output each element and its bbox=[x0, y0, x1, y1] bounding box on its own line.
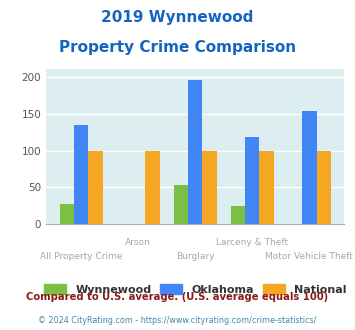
Bar bbox=[188, 80, 202, 224]
Bar bbox=[260, 150, 274, 224]
Bar bbox=[174, 184, 188, 224]
Legend: Wynnewood, Oklahoma, National: Wynnewood, Oklahoma, National bbox=[40, 280, 351, 299]
Bar bbox=[74, 125, 88, 224]
Text: Burglary: Burglary bbox=[176, 252, 214, 261]
Text: All Property Crime: All Property Crime bbox=[40, 252, 122, 261]
Bar bbox=[317, 150, 331, 224]
Text: Property Crime Comparison: Property Crime Comparison bbox=[59, 40, 296, 54]
Bar bbox=[60, 204, 74, 224]
Bar bbox=[302, 112, 317, 224]
Text: Motor Vehicle Theft: Motor Vehicle Theft bbox=[266, 252, 353, 261]
Text: © 2024 CityRating.com - https://www.cityrating.com/crime-statistics/: © 2024 CityRating.com - https://www.city… bbox=[38, 316, 317, 325]
Bar bbox=[202, 150, 217, 224]
Text: 2019 Wynnewood: 2019 Wynnewood bbox=[101, 10, 254, 25]
Bar bbox=[145, 150, 160, 224]
Bar bbox=[245, 137, 260, 224]
Bar bbox=[88, 150, 103, 224]
Text: Arson: Arson bbox=[125, 238, 151, 247]
Text: Compared to U.S. average. (U.S. average equals 100): Compared to U.S. average. (U.S. average … bbox=[26, 292, 329, 302]
Bar bbox=[231, 206, 245, 224]
Text: Larceny & Theft: Larceny & Theft bbox=[216, 238, 288, 247]
